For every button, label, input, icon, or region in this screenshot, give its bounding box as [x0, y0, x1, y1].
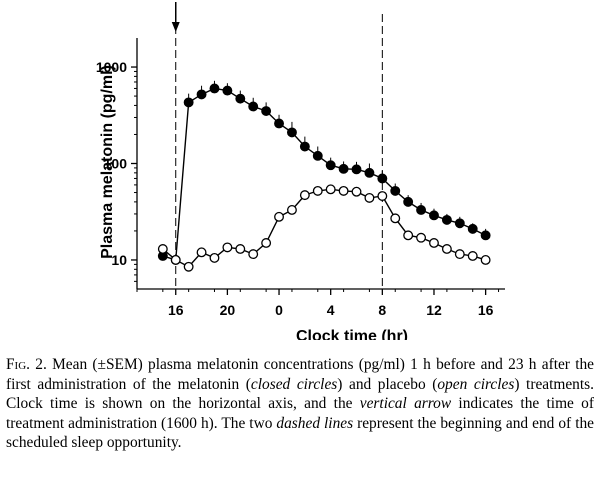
- caption-text: represent the beginning and end of the s…: [6, 414, 594, 452]
- caption-text: ) treatments. Clock time is shown on the…: [6, 375, 594, 413]
- closed-circle-point: [299, 141, 310, 152]
- closed-circle-point: [480, 230, 491, 241]
- open-circle-point: [157, 244, 168, 254]
- closed-circle-point: [441, 214, 452, 225]
- caption-sem: SEM: [105, 356, 138, 373]
- open-circle-point: [429, 238, 439, 248]
- axes: 10 100 1000 16 20 0 4 8 12 16: [96, 38, 505, 318]
- data-series: [157, 80, 491, 272]
- closed-circle-point: [416, 204, 427, 215]
- open-circle-point: [403, 230, 414, 241]
- open-circle-point: [441, 244, 452, 254]
- open-circle-point: [467, 251, 478, 261]
- caption-dashed-lines: dashed lines: [276, 414, 354, 432]
- open-circle-point: [351, 186, 362, 197]
- open-circle-point: [338, 185, 349, 196]
- figure-caption: Fig. 2. Mean (±SEM) plasma melatonin con…: [6, 355, 594, 453]
- open-circle-point: [312, 185, 323, 196]
- closed-circle-point: [377, 173, 388, 184]
- x-axis-title: Clock time (hr): [296, 328, 408, 340]
- open-circle-point: [364, 192, 375, 203]
- closed-circle-point: [196, 89, 207, 100]
- y-tick-label-1000: 1000: [96, 59, 127, 75]
- closed-circle-point: [222, 85, 233, 96]
- open-circle-point: [222, 242, 233, 253]
- closed-circle-point: [209, 83, 220, 94]
- closed-circle-point: [429, 210, 439, 221]
- open-circle-point: [183, 261, 194, 272]
- closed-circle-point: [248, 101, 259, 112]
- caption-text: Mean (±: [46, 356, 106, 373]
- y-tick-label-10: 10: [111, 252, 127, 268]
- x-tick-label-8: 8: [378, 302, 386, 318]
- x-tick-label-20: 20: [220, 302, 236, 318]
- closed-circle-point: [390, 185, 401, 196]
- closed-circle-point: [274, 118, 284, 129]
- open-circle-point: [416, 232, 427, 243]
- x-tick-label-16: 16: [478, 302, 494, 318]
- open-circle-point: [248, 249, 259, 260]
- open-circle-point: [377, 191, 388, 201]
- open-circle-point: [325, 184, 336, 195]
- x-tick-label-4: 4: [327, 302, 335, 318]
- open-circle-point: [274, 211, 284, 222]
- closed-circle-point: [338, 163, 349, 174]
- series-line-closed-circle: [162, 87, 486, 261]
- open-circle-point: [209, 252, 220, 263]
- open-circle-point: [390, 213, 401, 224]
- closed-circle-point: [312, 150, 323, 161]
- open-circle-point: [196, 247, 207, 258]
- closed-circle-point: [286, 127, 297, 138]
- treatment-arrow-head: [171, 22, 180, 32]
- figure-label: Fig. 2.: [6, 356, 47, 373]
- x-tick-label-16: 16: [168, 302, 184, 318]
- closed-circle-point: [364, 167, 375, 178]
- closed-circle-point: [467, 223, 478, 234]
- open-circle-point: [286, 204, 297, 215]
- closed-circle-point: [183, 97, 194, 108]
- melatonin-chart: 10 100 1000 16 20 0 4 8 12 16 Clock time (hr) Pla…: [96, 2, 505, 340]
- open-circle-point: [480, 255, 491, 265]
- guide-lines: [171, 2, 383, 289]
- caption-open-circles: open circles: [437, 375, 515, 393]
- open-circle-point: [454, 249, 465, 260]
- closed-circle-point: [351, 164, 362, 175]
- figure: 10 100 1000 16 20 0 4 8 12 16 Clock time (hr) Pla…: [96, 2, 505, 340]
- series-open-circle: [157, 184, 491, 272]
- open-circle-point: [261, 238, 272, 248]
- closed-circle-point: [325, 160, 336, 171]
- closed-circle-point: [454, 218, 465, 229]
- caption-vertical-arrow: vertical arrow: [359, 395, 452, 412]
- closed-circle-point: [261, 106, 272, 116]
- open-circle-point: [170, 255, 181, 265]
- caption-closed-circles: closed circles: [250, 375, 338, 393]
- x-tick-label-0: 0: [275, 302, 283, 318]
- caption-text: indicates the time of treatment administ…: [6, 395, 594, 432]
- y-tick-label-100: 100: [104, 156, 128, 172]
- open-circle-point: [235, 244, 246, 254]
- caption-text: ) plasma melatonin concentrations (pg/ml…: [6, 356, 595, 393]
- x-tick-label-12: 12: [426, 302, 442, 318]
- closed-circle-point: [235, 93, 246, 104]
- y-axis-title: Plasma melatonin (pg/ml): [99, 65, 116, 259]
- series-closed-circle: [157, 80, 491, 265]
- caption-text: ) and placebo (: [337, 375, 438, 393]
- open-circle-point: [299, 190, 310, 201]
- closed-circle-point: [403, 196, 414, 207]
